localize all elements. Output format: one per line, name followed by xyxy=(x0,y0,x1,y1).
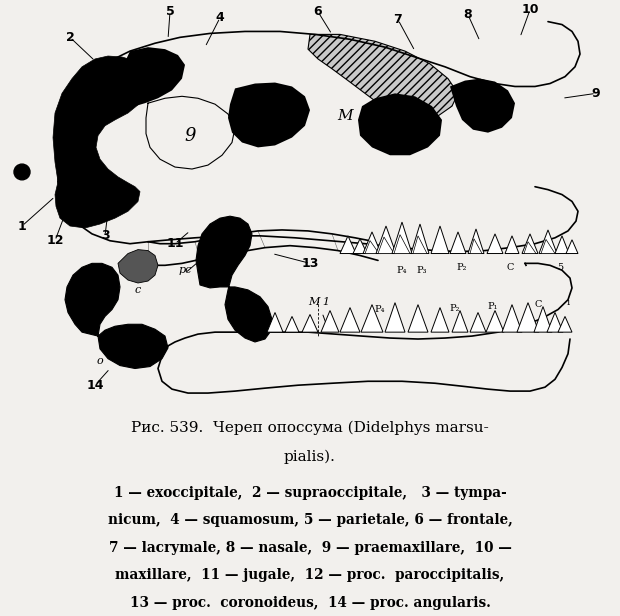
Text: Рис. 539.  Череп опоссума (Didelphys marsu-: Рис. 539. Череп опоссума (Didelphys mars… xyxy=(131,421,489,436)
Polygon shape xyxy=(53,56,150,228)
Polygon shape xyxy=(524,241,536,254)
Polygon shape xyxy=(385,302,405,332)
Polygon shape xyxy=(115,47,185,106)
Text: nicum,  4 — squamosum, 5 — parietale, 6 — frontale,: nicum, 4 — squamosum, 5 — parietale, 6 —… xyxy=(107,513,513,527)
Text: P₂: P₂ xyxy=(450,304,460,312)
Text: 9: 9 xyxy=(591,87,600,100)
Text: P₃: P₃ xyxy=(417,266,427,275)
Text: maxillare,  11 — jugale,  12 — proc.  paroccipitalis,: maxillare, 11 — jugale, 12 — proc. paroc… xyxy=(115,568,505,582)
Polygon shape xyxy=(376,226,396,254)
Polygon shape xyxy=(431,226,449,254)
Text: o: o xyxy=(97,355,104,365)
Polygon shape xyxy=(353,239,367,254)
Text: 14: 14 xyxy=(86,379,104,392)
Polygon shape xyxy=(408,305,428,332)
Text: 1 — exoccipitale,  2 — supraoccipitale,   3 — tympa-: 1 — exoccipitale, 2 — supraoccipitale, 3… xyxy=(113,486,507,500)
Text: C: C xyxy=(507,263,514,272)
Polygon shape xyxy=(118,249,158,283)
Text: 12: 12 xyxy=(46,234,64,247)
Polygon shape xyxy=(378,237,394,254)
Polygon shape xyxy=(566,240,578,254)
Polygon shape xyxy=(361,305,383,332)
Polygon shape xyxy=(411,224,429,254)
Polygon shape xyxy=(555,236,569,254)
Polygon shape xyxy=(340,307,360,332)
Polygon shape xyxy=(358,94,442,155)
Text: 7 — lacrymale, 8 — nasale,  9 — praemaxillare,  10 —: 7 — lacrymale, 8 — nasale, 9 — praemaxil… xyxy=(108,541,511,555)
Polygon shape xyxy=(363,232,381,254)
Text: M 1: M 1 xyxy=(308,297,330,307)
Text: C: C xyxy=(534,299,542,309)
Text: 3: 3 xyxy=(100,229,109,242)
Polygon shape xyxy=(431,307,449,332)
Text: 7: 7 xyxy=(394,13,402,26)
Polygon shape xyxy=(321,310,339,332)
Text: i: i xyxy=(567,298,570,307)
Text: 2: 2 xyxy=(66,31,74,44)
Text: pialis).: pialis). xyxy=(284,449,336,464)
Polygon shape xyxy=(468,229,484,254)
Polygon shape xyxy=(196,216,272,342)
Text: 13: 13 xyxy=(301,257,319,270)
Text: 11: 11 xyxy=(166,237,184,250)
Polygon shape xyxy=(486,310,504,332)
Polygon shape xyxy=(534,307,552,332)
Text: P₄: P₄ xyxy=(397,266,407,275)
Text: 1: 1 xyxy=(17,219,27,232)
Polygon shape xyxy=(65,264,168,368)
Text: 13 — proc.  coronoideus,  14 — proc. angularis.: 13 — proc. coronoideus, 14 — proc. angul… xyxy=(130,596,490,610)
Text: P₂: P₂ xyxy=(457,263,467,272)
Polygon shape xyxy=(517,302,539,332)
Text: P₁: P₁ xyxy=(488,302,498,310)
Text: c: c xyxy=(135,285,141,295)
Text: 9: 9 xyxy=(184,127,196,145)
Text: 4: 4 xyxy=(216,11,224,24)
Text: 5: 5 xyxy=(166,6,174,18)
Polygon shape xyxy=(392,222,412,254)
Text: P₄: P₄ xyxy=(374,306,385,315)
Polygon shape xyxy=(558,317,572,332)
Polygon shape xyxy=(340,236,356,254)
Polygon shape xyxy=(302,314,318,332)
Polygon shape xyxy=(267,312,283,332)
Polygon shape xyxy=(450,79,515,132)
Polygon shape xyxy=(450,232,466,254)
Polygon shape xyxy=(394,235,410,254)
Polygon shape xyxy=(470,239,482,254)
Text: 8: 8 xyxy=(464,8,472,21)
Text: M: M xyxy=(337,109,353,123)
Polygon shape xyxy=(413,236,427,254)
Polygon shape xyxy=(547,312,563,332)
Circle shape xyxy=(14,164,30,180)
Polygon shape xyxy=(308,34,458,120)
Polygon shape xyxy=(365,241,379,254)
Text: 6: 6 xyxy=(314,6,322,18)
Polygon shape xyxy=(541,240,555,254)
Text: 5: 5 xyxy=(557,263,563,272)
Polygon shape xyxy=(502,305,522,332)
Polygon shape xyxy=(539,230,557,254)
Polygon shape xyxy=(522,234,538,254)
Polygon shape xyxy=(228,83,310,147)
Text: 10: 10 xyxy=(521,3,539,17)
Text: pc: pc xyxy=(179,265,192,275)
Polygon shape xyxy=(285,317,299,332)
Polygon shape xyxy=(487,234,503,254)
Polygon shape xyxy=(470,312,486,332)
Polygon shape xyxy=(505,236,519,254)
Polygon shape xyxy=(452,310,468,332)
